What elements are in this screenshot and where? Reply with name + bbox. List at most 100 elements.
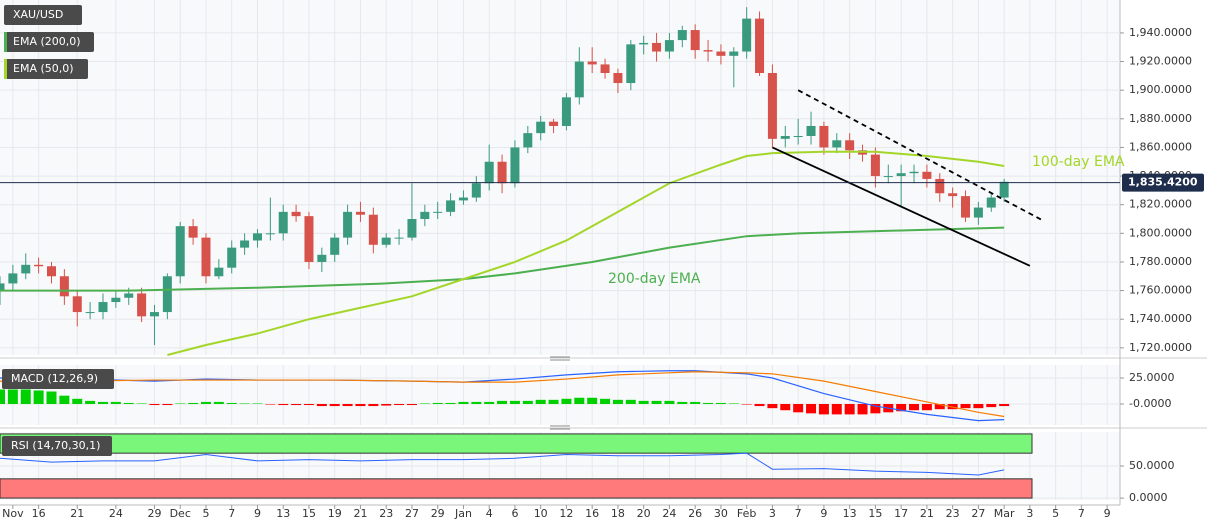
histogram-bar [818,403,829,415]
candle-body [845,140,855,151]
candle-body [137,293,147,317]
histogram-bar [136,403,147,404]
macd-line [0,370,1005,422]
candle-body [304,216,314,262]
candle-body [561,97,571,126]
histogram-bar [278,403,289,406]
histogram-bar [484,401,495,404]
resize-grip[interactable] [550,425,570,430]
histogram-bar [999,403,1010,407]
x-tick-label: 12 [559,507,573,520]
x-tick-label: 21 [353,507,367,520]
candle-body [188,226,198,238]
x-tick-label: 10 [534,507,548,520]
x-tick-label: 26 [688,507,702,520]
histogram-bar [445,402,456,404]
histogram-bar [690,401,701,404]
candle-body [909,171,919,174]
histogram-bar [522,400,533,404]
x-tick-label: 9 [820,507,827,520]
candle-body [793,135,803,137]
histogram-bar [973,403,984,409]
candle-body [664,40,674,52]
candle-body [767,73,777,139]
histogram-bar [381,403,392,406]
y-tick-label: 1,900.0000 [1129,83,1192,96]
histogram-bar [342,403,353,407]
x-tick-label: 7 [1078,507,1085,520]
candle-body [922,171,932,179]
histogram-bar [535,399,546,404]
candle-body [111,297,121,303]
y-tick-label: 1,880.0000 [1129,112,1192,125]
histogram-bar [728,403,739,404]
candle-body [214,267,224,277]
y-tick-label: 50.0000 [1129,459,1175,472]
annotation: 100-day EMA [1032,154,1125,170]
candle-body [832,140,842,148]
x-tick-label: 23 [946,507,960,520]
candle-body [896,173,906,177]
x-tick-label: 3 [769,507,776,520]
histogram-bar [715,402,726,404]
candle-body [755,18,765,74]
histogram-bar [20,389,31,404]
histogram-bar [677,401,688,404]
x-tick-label: 6 [511,507,518,520]
histogram-bar [252,403,263,404]
y-tick-label: 1,820.0000 [1129,198,1192,211]
x-tick-label: Nov [2,507,24,520]
y-tick-label: -0.0000 [1129,397,1171,410]
trend-line [797,89,1044,222]
histogram-bar [432,402,443,404]
x-tick-label: Jan [454,507,472,520]
rsi-line [0,452,1005,476]
histogram-bar [844,403,855,415]
x-tick-label: 21 [920,507,934,520]
candle-body [806,125,816,136]
histogram-bar [509,400,520,404]
candle-body [549,121,559,126]
candle-body [652,42,662,52]
legend-label: XAU/USD [13,8,63,21]
overbought-band [0,433,1033,454]
histogram-bar [149,403,160,406]
histogram-bar [239,403,250,404]
candle-body [420,211,430,220]
histogram-bar [703,402,714,404]
histogram-bar [600,398,611,404]
histogram-bar [355,403,366,407]
candle-body [458,197,468,201]
candle-body [497,161,507,184]
candle-body [46,266,56,277]
histogram-bar [638,400,649,404]
histogram-bar [471,401,482,404]
main-panel [0,0,1120,355]
histogram-bar [329,403,340,407]
legend-label: EMA (200,0) [13,35,81,48]
histogram-bar [612,399,623,404]
candle-body [355,211,365,215]
ema-line [167,150,1005,356]
histogram-bar [72,398,83,404]
histogram-bar [934,403,945,410]
candle-body [394,237,404,239]
histogram-bar [303,403,314,406]
histogram-bar [780,403,791,411]
candle-body [690,30,700,51]
histogram-bar [7,389,18,404]
histogram-bar [921,403,932,411]
candle-body [961,196,971,218]
histogram-bar [265,403,276,405]
candle-body [536,121,546,134]
candle-body [343,211,353,238]
candle-body [317,254,327,262]
x-tick-label: 9 [254,507,261,520]
candle-body [510,147,520,184]
legend-box [4,5,82,25]
candle-body [201,237,211,277]
legend-box [2,436,112,456]
x-tick-label: 27 [971,507,985,520]
resize-grip[interactable] [550,356,570,361]
current-price-label: 1,835.4200 [1128,176,1198,189]
